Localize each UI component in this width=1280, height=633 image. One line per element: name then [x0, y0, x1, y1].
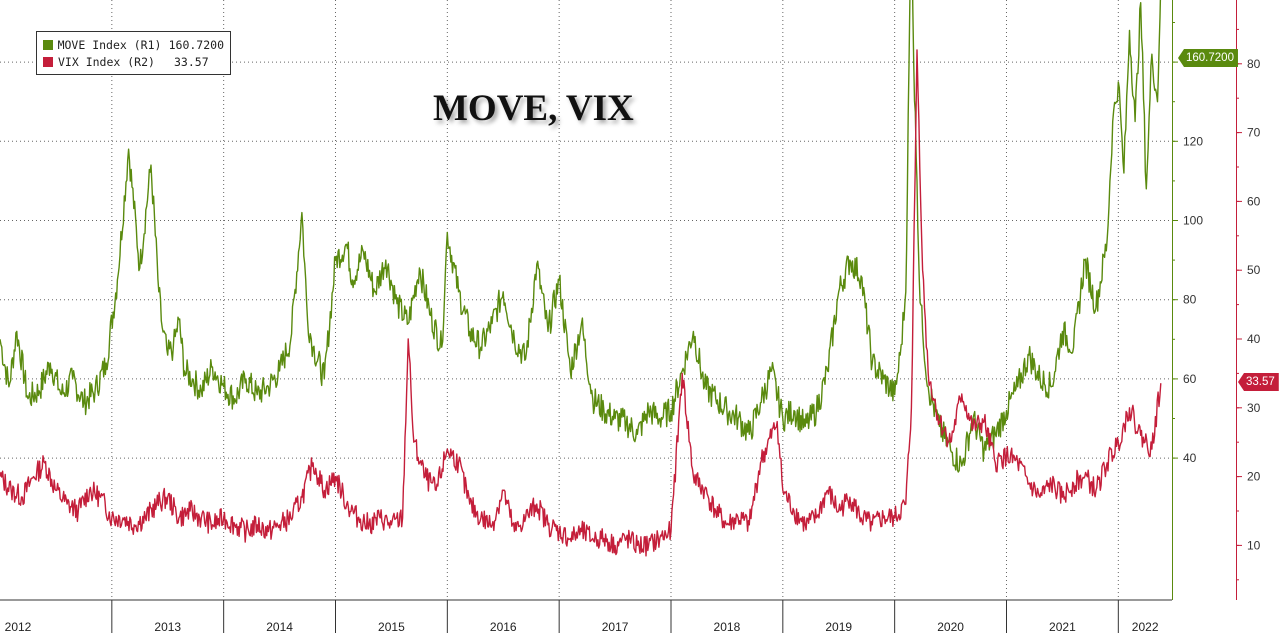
- r1-tick-label: 60: [1183, 372, 1197, 386]
- r2-tick-label: 40: [1247, 332, 1261, 346]
- vertical-gridlines: [111, 0, 1119, 600]
- chart-title: MOVE, VIX: [433, 88, 634, 129]
- x-tick-label: 2021: [1049, 620, 1076, 633]
- legend-swatch-vix: [43, 56, 53, 67]
- move-series-line: [0, 0, 1162, 473]
- x-tick-label: 2019: [825, 620, 852, 633]
- r2-tick-label: 20: [1247, 470, 1261, 484]
- x-tick-label: 2015: [378, 620, 405, 633]
- legend-label-move: MOVE Index (R1): [57, 37, 162, 52]
- x-tick-label: 2016: [490, 620, 517, 633]
- r2-tick-label: 70: [1247, 126, 1261, 140]
- legend-item-move: MOVE Index (R1) 160.7200: [43, 36, 224, 53]
- vix-last-value-badge: 33.57: [1238, 373, 1279, 391]
- legend-label-vix: VIX Index (R2): [58, 54, 155, 69]
- legend-swatch-move: [43, 39, 53, 50]
- r2-tick-label: 60: [1247, 194, 1261, 208]
- r2-tick-label: 80: [1247, 57, 1261, 71]
- x-tick-label: 2022: [1132, 620, 1159, 633]
- r2-tick-label: 50: [1247, 263, 1261, 277]
- r1-tick-label: 100: [1183, 214, 1203, 228]
- x-tick-label: 2020: [937, 620, 964, 633]
- r1-tick-label: 120: [1183, 134, 1203, 148]
- x-tick-label: 2014: [266, 620, 293, 633]
- legend-value-move: 160.7200: [168, 37, 224, 52]
- x-tick-label: 2013: [154, 620, 181, 633]
- legend-value-vix: 33.57: [174, 54, 209, 69]
- r2-tick-label: 10: [1247, 538, 1261, 552]
- horizontal-gridlines: [0, 61, 1172, 459]
- legend: MOVE Index (R1) 160.7200 VIX Index (R2) …: [36, 31, 231, 75]
- legend-item-vix: VIX Index (R2) 33.57: [43, 53, 224, 70]
- vix-series-line: [0, 49, 1162, 557]
- x-tick-label: 2012: [5, 620, 32, 633]
- series-lines: [0, 0, 1162, 557]
- move-last-value-badge: 160.7200: [1178, 49, 1238, 67]
- x-tick-label: 2018: [714, 620, 741, 633]
- x-tick-label: 2017: [602, 620, 629, 633]
- r1-tick-label: 40: [1183, 451, 1197, 465]
- r1-tick-label: 80: [1183, 293, 1197, 307]
- r2-tick-label: 30: [1247, 401, 1261, 415]
